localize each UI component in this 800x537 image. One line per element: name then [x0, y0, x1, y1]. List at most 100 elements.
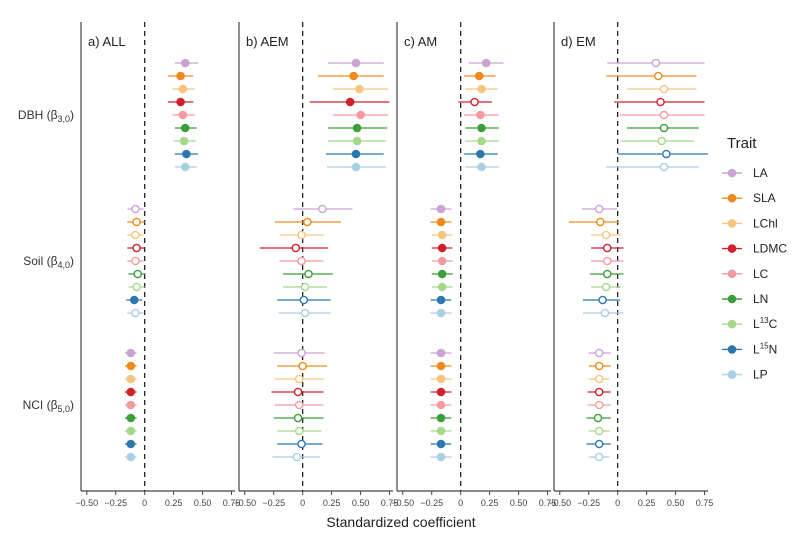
legend-label-text: LN [753, 292, 768, 306]
estimate-point [293, 413, 303, 423]
legend-item-ln: LN [722, 292, 768, 306]
estimate-point [602, 243, 612, 253]
x-tick-label: −0.50 [548, 498, 571, 508]
legend-label: LChl [753, 216, 778, 230]
legend-item-sla: SLA [722, 191, 776, 205]
estimate-point [294, 426, 304, 436]
estimate-point [659, 110, 669, 120]
estimate-point [437, 269, 447, 279]
estimate-point [436, 308, 446, 318]
x-tick-label: 0.50 [194, 498, 212, 508]
estimate-point [437, 256, 447, 266]
legend-label: L15N [753, 341, 777, 356]
legend-item-lp: LP [722, 368, 768, 382]
estimate-point [594, 374, 604, 384]
x-tick-label: 0.25 [323, 498, 341, 508]
legend-label-text: LDMC [753, 242, 787, 256]
estimate-point [292, 452, 302, 462]
estimate-point [476, 149, 485, 159]
estimate-point [126, 361, 136, 371]
y-label-main: Soil (β [23, 254, 57, 268]
estimate-point [601, 282, 611, 292]
y-label-subscript: 3,0 [57, 114, 70, 124]
y-label-subscript: 5,0 [57, 404, 70, 414]
estimate-point [131, 204, 140, 214]
estimate-point [176, 97, 185, 107]
legend-label-text: SLA [753, 191, 776, 205]
legend: Trait LA SLA LChl LDMC LC LN L13C L15N LP [722, 135, 787, 382]
estimate-point [477, 162, 486, 172]
legend-title: Trait [727, 135, 757, 152]
estimate-point [436, 217, 446, 227]
estimate-point [594, 387, 604, 397]
estimate-point [598, 295, 607, 305]
estimate-point [436, 387, 446, 397]
estimate-point [126, 374, 136, 384]
estimate-point [355, 84, 364, 94]
estimate-point [436, 426, 446, 436]
estimate-point [297, 256, 306, 266]
y-label-end: ) [70, 254, 74, 268]
estimate-point [600, 308, 610, 318]
x-tick-label: −0.50 [233, 498, 256, 508]
legend-label-superscript: 13 [760, 316, 769, 325]
estimate-point [318, 204, 327, 214]
x-tick-label: 0.50 [510, 498, 528, 508]
legend-label: LDMC [753, 242, 787, 256]
estimate-point [126, 439, 136, 449]
estimate-point [176, 71, 185, 81]
estimate-point [294, 400, 304, 410]
estimate-point [436, 295, 446, 305]
x-tick-label: −0.50 [75, 498, 98, 508]
panel-title: a) ALL [88, 34, 126, 49]
estimate-point [659, 123, 669, 133]
x-tick-label: 0 [458, 498, 463, 508]
estimate-point [126, 413, 136, 423]
legend-item-l13c: L13C [722, 316, 778, 331]
legend-swatch [727, 244, 737, 253]
estimate-point [351, 162, 361, 172]
legend-label-superscript: 15 [760, 341, 769, 350]
panel-1: a) ALL −0.50 −0.25 0 0.25 0.50 0.75 [75, 22, 240, 508]
x-tick-label: −0.25 [577, 498, 600, 508]
legend-item-ldmc: LDMC [722, 242, 787, 256]
estimate-point [437, 282, 447, 292]
legend-item-lchl: LChl [722, 216, 778, 230]
estimate-point [477, 123, 486, 133]
estimate-point [594, 361, 604, 371]
legend-label-rest: C [769, 317, 778, 331]
x-tick-label: 0.75 [381, 498, 399, 508]
estimate-point [437, 230, 447, 240]
estimate-point [356, 110, 365, 120]
legend-swatch [727, 219, 737, 228]
estimate-point [594, 400, 604, 410]
panel-title: c) AM [404, 34, 437, 49]
legend-item-la: LA [722, 166, 768, 180]
estimate-point [651, 58, 661, 68]
legend-label-rest: N [769, 342, 778, 356]
estimate-point [297, 230, 306, 240]
legend-swatch [727, 370, 737, 379]
panel-4: d) EM −0.50 −0.25 0 0.25 0.50 0.75 [548, 22, 713, 508]
estimate-point [131, 308, 140, 318]
legend-item-lc: LC [722, 267, 769, 281]
estimate-point [126, 348, 136, 358]
estimate-point [602, 256, 612, 266]
legend-item-l15n: L15N [722, 341, 777, 356]
panel-title: b) AEM [246, 34, 289, 49]
panels-layer: a) ALL −0.50 −0.25 0 0.25 0.50 0.75 b) AEM −0.50… [75, 22, 713, 508]
estimate-point [602, 269, 612, 279]
estimate-point [594, 452, 604, 462]
estimate-point [345, 97, 355, 107]
panel-3: c) AM −0.50 −0.25 0 0.25 0.50 0.75 [391, 22, 556, 508]
y-label-subscript: 4,0 [57, 260, 70, 270]
estimate-point [594, 426, 604, 436]
estimate-point [180, 58, 190, 68]
estimate-point [126, 452, 136, 462]
x-tick-label: 0.75 [696, 498, 714, 508]
x-tick-label: 0 [615, 498, 620, 508]
estimate-point [656, 97, 665, 107]
estimate-point [180, 162, 190, 172]
panel-title: d) EM [561, 34, 596, 49]
